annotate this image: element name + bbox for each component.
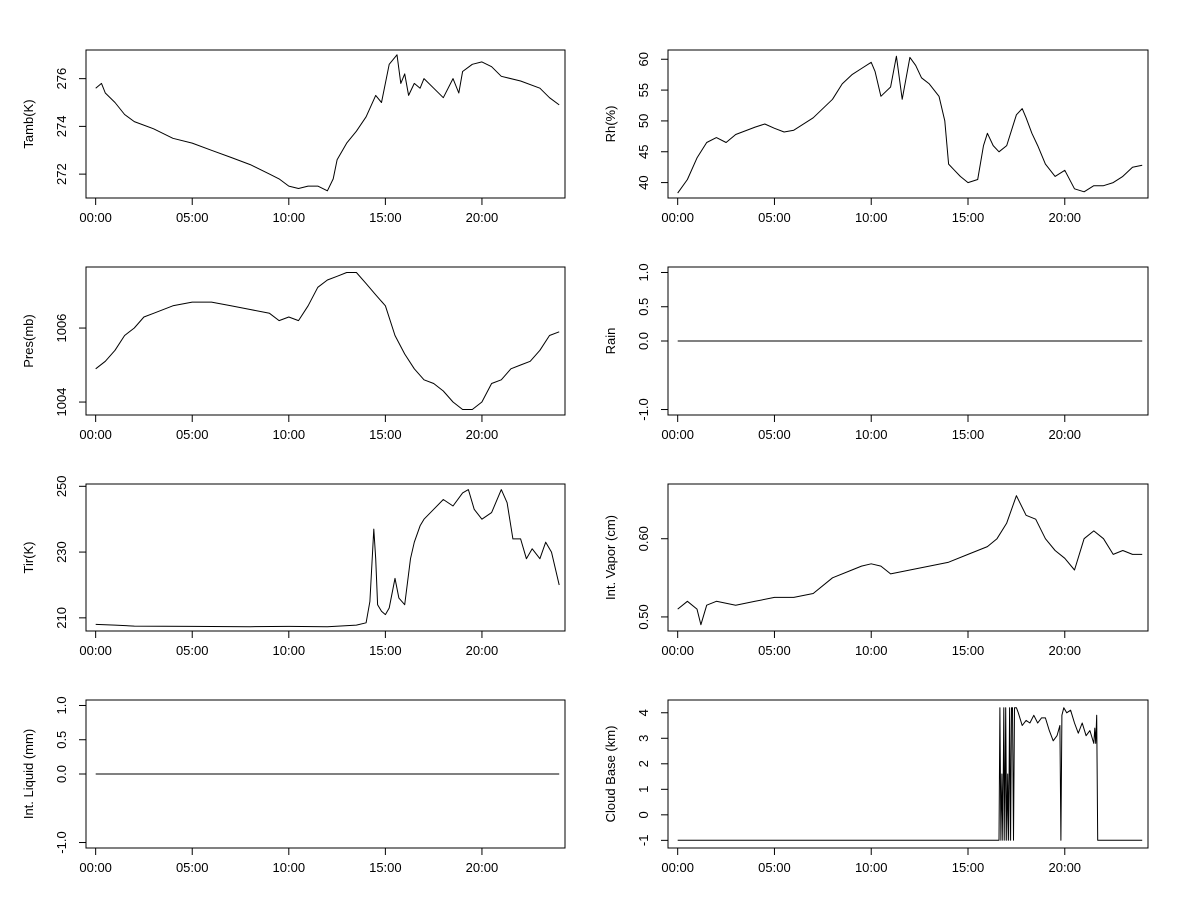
y-tick-label: 210 bbox=[54, 607, 69, 629]
y-tick-label: 3 bbox=[636, 735, 651, 742]
x-tick-label: 00:00 bbox=[79, 860, 112, 875]
y-tick-label: 0.0 bbox=[54, 765, 69, 783]
panel-4: 00:00 05:00 10:00 15:00 20:00 -1.0 0.0 0.5 1.0 Ra… bbox=[603, 263, 1149, 442]
x-tick-label: 20:00 bbox=[466, 643, 499, 658]
panel-7: 00:00 05:00 10:00 15:00 20:00 -1.0 0.0 0.5 1.0 In… bbox=[21, 696, 566, 875]
y-tick-label: 1.0 bbox=[54, 696, 69, 714]
y-axis-label: Cloud Base (km) bbox=[603, 726, 618, 823]
x-tick-label: 05:00 bbox=[758, 643, 791, 658]
x-tick-label: 15:00 bbox=[369, 860, 402, 875]
x-tick-label: 20:00 bbox=[466, 427, 499, 442]
y-tick-label: 55 bbox=[636, 83, 651, 97]
x-tick-label: 15:00 bbox=[952, 643, 985, 658]
x-tick-label: 10:00 bbox=[855, 860, 888, 875]
y-tick-label: 1006 bbox=[54, 314, 69, 343]
y-tick-label: 1004 bbox=[54, 388, 69, 417]
y-tick-label: -1 bbox=[636, 835, 651, 847]
y-tick-label: 230 bbox=[54, 541, 69, 563]
panel-6: 00:00 05:00 10:00 15:00 20:00 0.50 0.60 Int. Va… bbox=[603, 483, 1149, 658]
panel-5: 00:00 05:00 10:00 15:00 20:00 210 230 250 Tir(K) bbox=[21, 475, 566, 658]
x-tick-label: 15:00 bbox=[952, 210, 985, 225]
y-tick-label: 4 bbox=[636, 709, 651, 716]
y-tick-label: 276 bbox=[54, 68, 69, 90]
x-tick-label: 05:00 bbox=[176, 210, 209, 225]
x-tick-label: 15:00 bbox=[369, 427, 402, 442]
y-tick-label: 0.5 bbox=[636, 298, 651, 316]
y-tick-label: 40 bbox=[636, 175, 651, 189]
series-line bbox=[95, 489, 560, 628]
series-line bbox=[677, 55, 1143, 194]
y-tick-label: 2 bbox=[636, 760, 651, 767]
panel-8: 00:00 05:00 10:00 15:00 20:00 -1 0 1 2 3 4 Cloud Ba… bbox=[603, 699, 1149, 875]
x-tick-label: 00:00 bbox=[79, 427, 112, 442]
x-tick-label: 10:00 bbox=[855, 643, 888, 658]
y-tick-label: -1.0 bbox=[54, 831, 69, 853]
x-tick-label: 20:00 bbox=[466, 210, 499, 225]
y-tick-label: 45 bbox=[636, 145, 651, 159]
x-tick-label: 05:00 bbox=[758, 860, 791, 875]
y-tick-label: 60 bbox=[636, 52, 651, 66]
x-tick-label: 05:00 bbox=[176, 860, 209, 875]
x-tick-label: 10:00 bbox=[273, 210, 306, 225]
y-axis-label: Int. Vapor (cm) bbox=[603, 515, 618, 600]
y-axis-label: Int. Liquid (mm) bbox=[21, 729, 36, 819]
x-tick-label: 10:00 bbox=[855, 210, 888, 225]
series-line bbox=[95, 54, 560, 192]
y-tick-label: 274 bbox=[54, 116, 69, 138]
x-tick-label: 00:00 bbox=[661, 860, 694, 875]
x-tick-label: 05:00 bbox=[758, 427, 791, 442]
x-tick-label: 10:00 bbox=[855, 427, 888, 442]
x-tick-label: 20:00 bbox=[1049, 643, 1082, 658]
x-tick-label: 20:00 bbox=[1049, 427, 1082, 442]
y-tick-label: 0.60 bbox=[636, 526, 651, 551]
y-tick-label: -1.0 bbox=[636, 398, 651, 420]
x-tick-label: 00:00 bbox=[661, 210, 694, 225]
y-tick-label: 1.0 bbox=[636, 263, 651, 281]
x-tick-label: 20:00 bbox=[1049, 860, 1082, 875]
plot-frame bbox=[85, 483, 566, 632]
x-tick-label: 00:00 bbox=[661, 643, 694, 658]
y-axis-label: Rh(%) bbox=[603, 106, 618, 143]
x-tick-label: 10:00 bbox=[273, 427, 306, 442]
y-tick-label: 0.5 bbox=[54, 731, 69, 749]
series-line bbox=[677, 707, 1143, 841]
y-tick-label: 0.50 bbox=[636, 604, 651, 629]
plot-frame bbox=[85, 49, 566, 199]
x-tick-label: 10:00 bbox=[273, 643, 306, 658]
series-line bbox=[677, 495, 1143, 626]
y-axis-label: Tamb(K) bbox=[21, 99, 36, 148]
x-tick-label: 20:00 bbox=[1049, 210, 1082, 225]
x-tick-label: 15:00 bbox=[952, 427, 985, 442]
plot-frame bbox=[667, 483, 1149, 632]
plot-frame bbox=[667, 699, 1149, 849]
y-tick-label: 0 bbox=[636, 811, 651, 818]
plot-frame bbox=[667, 49, 1149, 199]
x-tick-label: 00:00 bbox=[79, 643, 112, 658]
y-axis-label: Pres(mb) bbox=[21, 314, 36, 367]
y-tick-label: 272 bbox=[54, 163, 69, 185]
x-tick-label: 15:00 bbox=[952, 860, 985, 875]
y-tick-label: 1 bbox=[636, 786, 651, 793]
x-tick-label: 05:00 bbox=[758, 210, 791, 225]
x-tick-label: 20:00 bbox=[466, 860, 499, 875]
y-axis-label: Tir(K) bbox=[21, 541, 36, 573]
x-tick-label: 15:00 bbox=[369, 210, 402, 225]
panel-2: 00:00 05:00 10:00 15:00 20:00 40 45 50 55 60 Rh(%) bbox=[603, 49, 1149, 225]
plot-frame bbox=[85, 266, 566, 416]
x-tick-label: 10:00 bbox=[273, 860, 306, 875]
y-tick-label: 0.0 bbox=[636, 332, 651, 350]
panel-1: 00:00 05:00 10:00 15:00 20:00 272 274 276 Tamb(K… bbox=[21, 49, 566, 225]
x-tick-label: 05:00 bbox=[176, 643, 209, 658]
x-tick-label: 05:00 bbox=[176, 427, 209, 442]
x-tick-label: 00:00 bbox=[79, 210, 112, 225]
y-tick-label: 50 bbox=[636, 114, 651, 128]
panel-3: 00:00 05:00 10:00 15:00 20:00 1004 1006 Pres(mb… bbox=[21, 266, 566, 442]
y-axis-label: Rain bbox=[603, 328, 618, 355]
series-line bbox=[95, 272, 560, 410]
y-tick-label: 250 bbox=[54, 475, 69, 497]
x-tick-label: 15:00 bbox=[369, 643, 402, 658]
x-tick-label: 00:00 bbox=[661, 427, 694, 442]
